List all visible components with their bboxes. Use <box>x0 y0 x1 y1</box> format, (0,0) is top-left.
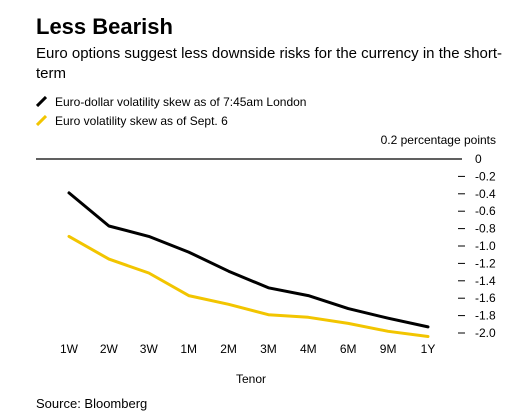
x-tick-label: 4M <box>300 342 317 356</box>
legend: Euro-dollar volatility skew as of 7:45am… <box>36 92 306 130</box>
legend-swatch-euro <box>36 115 47 126</box>
x-tick-label: 1Y <box>421 342 436 356</box>
x-tick-label: 9M <box>380 342 397 356</box>
y-tick-label: 0 <box>475 152 482 166</box>
source-note: Source: Bloomberg <box>36 396 148 411</box>
x-tick-label: 2M <box>220 342 237 356</box>
x-tick-label: 1M <box>180 342 197 356</box>
x-tick-label: 1W <box>60 342 79 356</box>
x-tick-label: 6M <box>340 342 357 356</box>
x-tick-label: 3W <box>140 342 159 356</box>
chart-subtitle: Euro options suggest less downside risks… <box>36 45 503 82</box>
y-tick-label: -1.0 <box>475 239 496 253</box>
x-axis-title: Tenor <box>236 372 266 386</box>
chart-title: Less Bearish <box>36 14 173 39</box>
x-axis: 1W 2W 3W 1M 2M 3M 4M 6M 9M 1Y <box>60 342 435 356</box>
y-tick-label: -2.0 <box>475 326 496 340</box>
unit-label: 0.2 percentage points <box>381 133 496 147</box>
legend-swatch-eurusd <box>36 96 47 107</box>
y-tick-label: -1.6 <box>475 291 496 305</box>
series-line <box>67 234 430 338</box>
y-tick-label: -0.2 <box>475 169 496 183</box>
y-tick-label: -0.4 <box>475 187 496 201</box>
legend-label-eurusd: Euro-dollar volatility skew as of 7:45am… <box>55 94 307 109</box>
y-tick-label: -0.6 <box>475 204 496 218</box>
legend-label-euro: Euro volatility skew as of Sept. 6 <box>55 113 228 128</box>
x-tick-label: 2W <box>100 342 119 356</box>
series-lines <box>67 191 430 338</box>
x-tick-label: 3M <box>260 342 277 356</box>
y-tick-label: -1.4 <box>475 274 496 288</box>
y-tick-label: -0.8 <box>475 222 496 236</box>
legend-item-eurusd: Euro-dollar volatility skew as of 7:45am… <box>36 92 306 111</box>
y-axis: 0 -0.2 -0.4 -0.6 -0.8 -1.0 -1.2 -1.4 -1.6 -1.8 -2.… <box>458 152 496 340</box>
series-line <box>67 191 430 329</box>
legend-item-euro: Euro volatility skew as of Sept. 6 <box>36 111 306 130</box>
y-tick-label: -1.2 <box>475 256 496 270</box>
y-tick-label: -1.8 <box>475 309 496 323</box>
